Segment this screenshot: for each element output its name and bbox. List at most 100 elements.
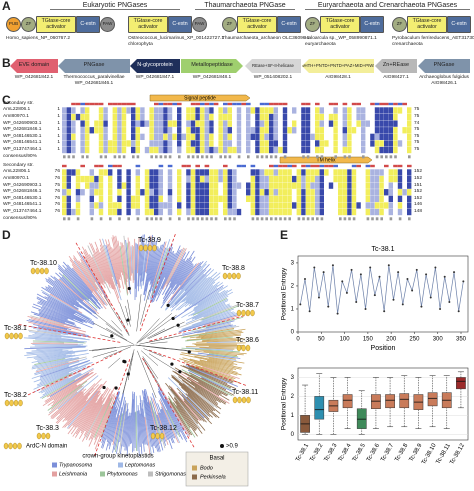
residue [393,133,398,140]
residue [85,113,90,121]
tree-leaf [34,358,66,365]
sec-helix [305,102,311,106]
residue [402,127,407,134]
residue [177,182,182,189]
residue [379,107,384,114]
residue [319,146,324,154]
tree-leaf [149,238,171,300]
domain: ZF [392,17,407,32]
residue [117,169,122,176]
tree-leaf [189,358,234,371]
residue [140,189,145,196]
residue [365,195,370,202]
residue [315,120,320,127]
sec-strand [333,164,338,168]
domain: C-extn [447,16,471,33]
residue [103,113,108,121]
consensus-mark [67,155,71,159]
tree-leaf [101,391,121,448]
residue [62,189,67,196]
residue [131,202,136,209]
tree-leaf [52,383,81,404]
residue [407,182,412,189]
tree-leaf [85,393,111,441]
residue [356,107,361,114]
residue [287,208,292,216]
residue [135,208,140,216]
residue [384,133,389,140]
tree-leaf [67,264,99,302]
tree-branch [145,335,183,344]
residue [379,113,384,121]
tree-leaf [71,267,93,294]
residue [342,133,347,140]
residue [121,182,127,189]
residue [374,133,380,140]
tree-leaf [102,238,122,301]
tree-leaf [90,397,111,440]
sec-helix [393,102,398,106]
residue [278,182,283,189]
sec-strand [319,164,325,168]
tree-leaf [47,384,78,406]
sec-strand [273,164,279,168]
residue [278,208,283,216]
entropy-point [336,312,339,315]
gene-caption: AIG98428.1 [325,75,351,80]
tree-leaf [189,359,242,376]
x-tick-label: 250 [409,337,420,343]
residue [264,127,269,134]
tree-leaf [160,262,193,309]
sec-helix [131,102,136,106]
residue [269,175,274,183]
residue [269,133,274,140]
domain: C-extn [76,16,100,33]
residue [310,195,315,202]
tree-leaf [186,269,215,296]
panel-letter: D [2,228,11,242]
residue [126,175,131,183]
sec-helix [98,102,104,106]
residue [365,202,370,209]
residue [94,202,99,209]
tree-leaf [52,388,87,420]
architecture: ZF TGtase-core activator C-extn [305,16,384,33]
residue [223,202,228,209]
residue [213,208,219,216]
tree-leaf [119,403,127,442]
residue [407,107,412,114]
sec-strand [241,164,246,168]
residue [163,127,168,134]
ardc-icon [18,399,23,407]
row-start: 1 [57,146,60,152]
residue [232,202,237,209]
residue [379,140,384,147]
tree-leaf [193,290,226,310]
residue [305,202,311,209]
tree-leaf [182,328,235,338]
consensus-mark [283,217,287,221]
sec-helix [75,102,81,106]
consensus-mark [408,217,411,221]
sec-strand [167,164,173,168]
residue [126,195,131,202]
residue [246,195,251,202]
ardc-icon [45,432,51,440]
residue [342,140,347,147]
tree-leaf [181,369,233,397]
legend-item: Leishmania [59,471,87,477]
panel-letter: E [280,228,289,242]
consensus-mark [237,155,241,159]
residue [218,113,223,121]
tree-leaf [32,340,86,344]
residue [209,133,214,140]
tree-leaf [199,360,237,370]
consensus-mark [150,217,153,221]
row-end: 75 [414,133,420,139]
tree-leaf [30,318,69,329]
residue [310,133,315,140]
x-tick-label: 0 [296,337,300,343]
tree-leaf [131,399,134,444]
tree-leaf [178,376,218,406]
residue [255,140,260,147]
